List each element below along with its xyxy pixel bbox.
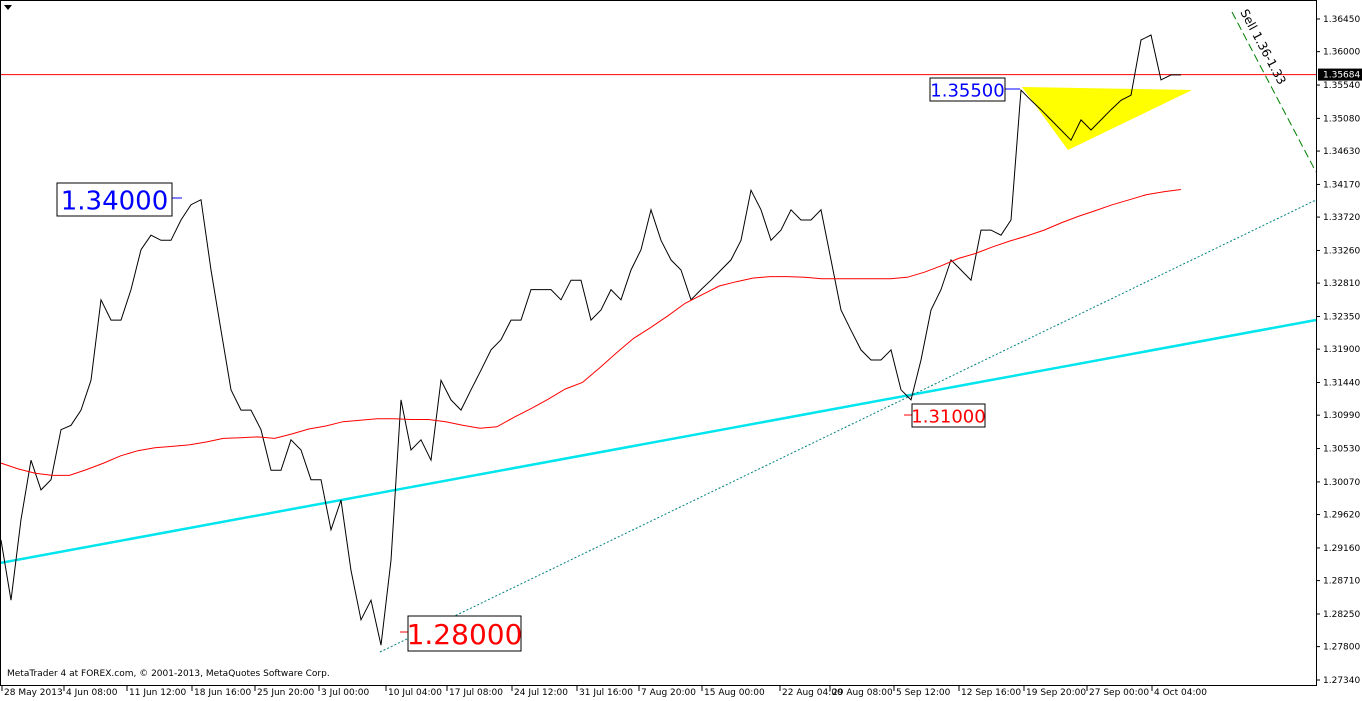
label-128000-box bbox=[407, 615, 522, 652]
x-tick-label: 4 Oct 04:00 bbox=[1154, 688, 1207, 698]
y-tick-label: 1.32810 bbox=[1323, 279, 1360, 289]
x-tick-label: 12 Sep 16:00 bbox=[961, 688, 1021, 698]
x-tick-label: 22 Aug 04:00 bbox=[782, 688, 843, 698]
sell-line bbox=[1231, 11, 1317, 173]
moving-average-line bbox=[0, 189, 1181, 476]
current-price-badge bbox=[1318, 68, 1362, 81]
y-tick-label: 1.35080 bbox=[1323, 114, 1360, 124]
y-tick-label: 1.34170 bbox=[1323, 180, 1360, 190]
y-tick-label: 1.29620 bbox=[1323, 511, 1360, 521]
y-tick-label: 1.30530 bbox=[1323, 445, 1360, 455]
plot-frame bbox=[0, 0, 1317, 686]
x-tick-label: 29 Aug 08:00 bbox=[832, 688, 893, 698]
y-tick-label: 1.36000 bbox=[1323, 48, 1360, 58]
x-tick-label: 24 Jul 12:00 bbox=[514, 688, 568, 698]
x-tick-label: 31 Jul 16:00 bbox=[579, 688, 633, 698]
y-tick-label: 1.34630 bbox=[1323, 147, 1360, 157]
triangle-pattern bbox=[1022, 87, 1192, 150]
y-tick-label: 1.33260 bbox=[1323, 246, 1360, 256]
y-tick-label: 1.30070 bbox=[1323, 478, 1360, 488]
y-tick-label: 1.33720 bbox=[1323, 213, 1360, 223]
label-131000: 1.31000 bbox=[911, 406, 985, 427]
dotted-trendline bbox=[379, 199, 1317, 653]
trendline bbox=[0, 318, 1317, 565]
label-128000: 1.28000 bbox=[407, 618, 523, 651]
y-tick-label: 1.31440 bbox=[1323, 379, 1360, 389]
label-134000-box bbox=[56, 182, 173, 217]
x-tick-label: 17 Jul 08:00 bbox=[449, 688, 503, 698]
y-tick-label: 1.32350 bbox=[1323, 312, 1360, 322]
x-tick-label: 25 Jun 20:00 bbox=[257, 688, 314, 698]
x-tick-label: 3 Jul 00:00 bbox=[321, 688, 370, 698]
chart-menu-arrow-icon[interactable] bbox=[4, 5, 12, 10]
y-tick-label: 1.27800 bbox=[1323, 643, 1360, 653]
y-tick-label: 1.28710 bbox=[1323, 577, 1360, 587]
label-135500-box bbox=[929, 77, 1006, 102]
label-131000-box bbox=[911, 403, 986, 428]
x-tick-label: 19 Sep 20:00 bbox=[1026, 688, 1086, 698]
y-tick-label: 1.35540 bbox=[1323, 81, 1360, 91]
x-tick-label: 7 Aug 20:00 bbox=[641, 688, 696, 698]
x-tick-label: 27 Sep 00:00 bbox=[1089, 688, 1149, 698]
label-134000: 1.34000 bbox=[61, 186, 169, 216]
x-tick-label: 18 Jun 16:00 bbox=[194, 688, 251, 698]
y-tick-label: 1.36450 bbox=[1323, 15, 1360, 25]
x-tick-label: 15 Aug 00:00 bbox=[704, 688, 765, 698]
copyright-text: MetaTrader 4 at FOREX.com, © 2001-2013, … bbox=[7, 669, 330, 679]
y-tick-label: 1.28250 bbox=[1323, 610, 1360, 620]
x-tick-label: 10 Jul 04:00 bbox=[388, 688, 442, 698]
current-price-label: 1.35684 bbox=[1323, 71, 1360, 81]
x-tick-label: 5 Sep 12:00 bbox=[896, 688, 951, 698]
y-tick-label: 1.29160 bbox=[1323, 544, 1360, 554]
x-tick-label: 28 May 2013 bbox=[4, 688, 63, 698]
x-tick-label: 4 Jun 08:00 bbox=[66, 688, 118, 698]
price-line bbox=[0, 34, 1181, 646]
y-tick-label: 1.30990 bbox=[1323, 411, 1360, 421]
y-tick-label: 1.27340 bbox=[1323, 676, 1360, 686]
x-tick-label: 11 Jun 12:00 bbox=[129, 688, 186, 698]
y-tick-label: 1.31900 bbox=[1323, 345, 1360, 355]
label-135500: 1.35500 bbox=[930, 80, 1004, 101]
